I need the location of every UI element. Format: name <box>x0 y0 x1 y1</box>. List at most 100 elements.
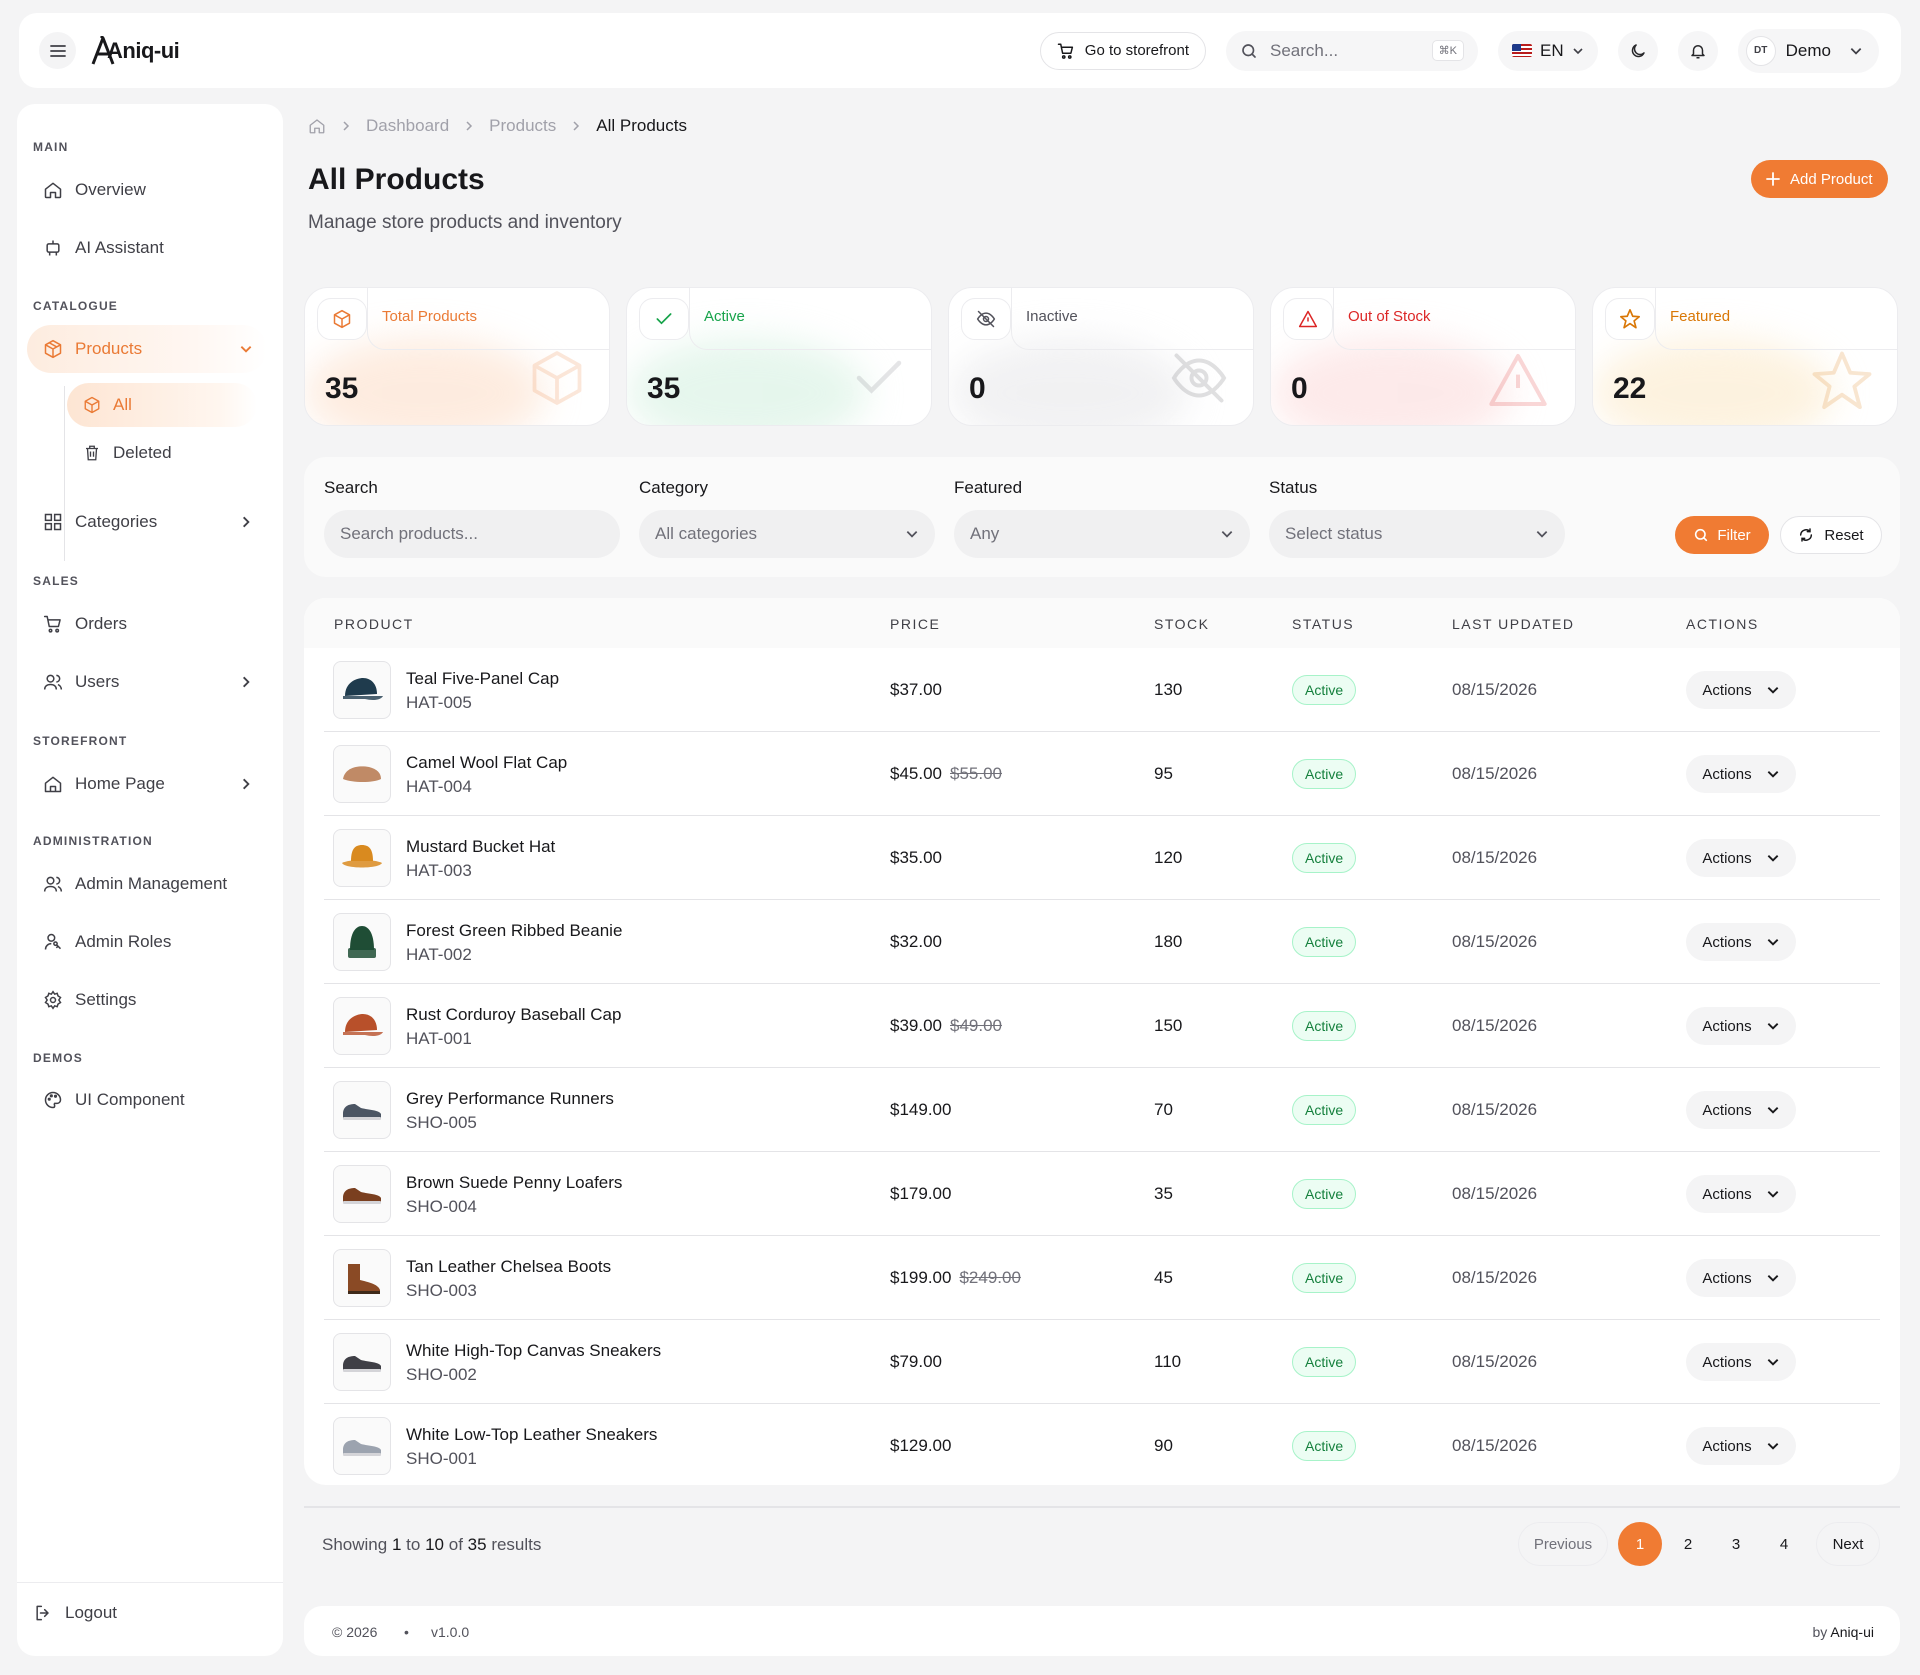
shoe-icon <box>339 1348 385 1376</box>
category-select[interactable]: All categories <box>639 510 935 558</box>
sidebar-item-label: Users <box>75 672 120 691</box>
actions-dropdown-button[interactable]: Actions <box>1686 1091 1796 1129</box>
box-icon <box>44 339 62 359</box>
product-name[interactable]: Camel Wool Flat Cap <box>406 753 568 772</box>
filter-button[interactable]: Filter <box>1675 516 1769 554</box>
product-price: $149.00 <box>890 1100 951 1120</box>
sidebar-item-products[interactable]: Products <box>27 325 267 373</box>
product-search-input[interactable]: Search products... <box>324 510 620 558</box>
bell-icon <box>1690 44 1705 58</box>
product-name[interactable]: Mustard Bucket Hat <box>406 837 556 856</box>
column-header-product: PRODUCT <box>334 616 414 632</box>
product-sku: SHO-002 <box>406 1365 477 1384</box>
theme-toggle-button[interactable] <box>1617 30 1658 71</box>
flat-cap-icon <box>339 759 385 789</box>
sidebar-item-label: Overview <box>75 180 146 199</box>
product-name[interactable]: Rust Corduroy Baseball Cap <box>406 1005 622 1024</box>
product-name[interactable]: White Low-Top Leather Sneakers <box>406 1425 658 1444</box>
sidebar-item-settings[interactable]: Settings <box>27 976 267 1024</box>
sidebar-item-overview[interactable]: Overview <box>27 166 267 214</box>
product-sku: SHO-001 <box>406 1449 477 1468</box>
add-product-button[interactable]: Add Product <box>1751 160 1888 198</box>
filter-button-label: Filter <box>1717 526 1751 544</box>
sidebar-item-products-all[interactable]: All <box>67 383 257 427</box>
chevron-down-icon <box>1536 531 1548 538</box>
next-page-button[interactable]: Next <box>1816 1522 1880 1566</box>
product-name[interactable]: Forest Green Ribbed Beanie <box>406 921 623 940</box>
sidebar-item-ui-component[interactable]: UI Component <box>27 1076 267 1124</box>
language-selector[interactable]: EN <box>1498 30 1598 71</box>
last-updated: 08/15/2026 <box>1452 1352 1538 1371</box>
home-icon[interactable] <box>308 117 326 135</box>
chevron-down-icon <box>1767 939 1778 946</box>
actions-dropdown-button[interactable]: Actions <box>1686 755 1796 793</box>
page-button-2[interactable]: 2 <box>1683 1535 1693 1553</box>
actions-dropdown-button[interactable]: Actions <box>1686 1343 1796 1381</box>
product-name[interactable]: Grey Performance Runners <box>406 1089 614 1108</box>
sidebar-item-admin-management[interactable]: Admin Management <box>27 860 267 908</box>
chevron-right-icon <box>573 121 580 131</box>
chevron-down-icon <box>1767 1359 1778 1366</box>
actions-dropdown-button[interactable]: Actions <box>1686 923 1796 961</box>
sidebar-item-users[interactable]: Users <box>27 658 267 706</box>
sidebar-item-home-page[interactable]: Home Page <box>27 760 267 808</box>
product-sku: SHO-004 <box>406 1197 477 1216</box>
product-name[interactable]: Teal Five-Panel Cap <box>406 669 560 688</box>
table-row: White High-Top Canvas Sneakers SHO-002 $79… <box>324 1320 1880 1404</box>
reset-button[interactable]: Reset <box>1780 516 1882 554</box>
actions-label: Actions <box>1702 1269 1752 1287</box>
product-name[interactable]: Brown Suede Penny Loafers <box>406 1173 623 1192</box>
actions-dropdown-button[interactable]: Actions <box>1686 1175 1796 1213</box>
sidebar-item-admin-roles[interactable]: Admin Roles <box>27 918 267 966</box>
stat-card-featured: Featured 22 <box>1592 287 1898 426</box>
last-updated: 08/15/2026 <box>1452 1268 1538 1287</box>
current-price: $37.00 <box>890 680 942 699</box>
actions-dropdown-button[interactable]: Actions <box>1686 1007 1796 1045</box>
sidebar-item-ai-assistant[interactable]: AI Assistant <box>27 224 267 272</box>
breadcrumb-products[interactable]: Products <box>489 116 557 135</box>
product-name[interactable]: White High-Top Canvas Sneakers <box>406 1341 662 1360</box>
sidebar-item-products-deleted[interactable]: Deleted <box>67 431 257 475</box>
product-thumbnail <box>333 829 391 887</box>
page-button-1[interactable]: 1 <box>1618 1522 1662 1566</box>
product-stock: 110 <box>1154 1352 1182 1371</box>
results-of-word: of <box>448 1535 463 1554</box>
brand-logo[interactable]: Aniq-ui <box>91 35 180 66</box>
global-search-input[interactable]: Search... ⌘K <box>1226 30 1479 71</box>
notifications-button[interactable] <box>1677 30 1718 71</box>
actions-dropdown-button[interactable]: Actions <box>1686 839 1796 877</box>
featured-select[interactable]: Any <box>954 510 1250 558</box>
go-to-storefront-button[interactable]: Go to storefront <box>1039 31 1207 70</box>
status-badge: Active <box>1292 675 1357 705</box>
footer-brand-link[interactable]: Aniq-ui <box>1830 1624 1874 1640</box>
page-button-3[interactable]: 3 <box>1731 1535 1741 1553</box>
page-button-4[interactable]: 4 <box>1779 1535 1789 1553</box>
product-name[interactable]: Tan Leather Chelsea Boots <box>406 1257 612 1276</box>
previous-page-button[interactable]: Previous <box>1518 1522 1608 1566</box>
product-sku: HAT-001 <box>406 1029 472 1048</box>
product-thumbnail <box>333 913 391 971</box>
user-menu-button[interactable]: DT Demo <box>1737 28 1879 73</box>
product-stock: 70 <box>1154 1100 1173 1119</box>
actions-dropdown-button[interactable]: Actions <box>1686 1427 1796 1465</box>
current-price: $39.00 <box>890 1016 942 1035</box>
actions-dropdown-button[interactable]: Actions <box>1686 1259 1796 1297</box>
menu-toggle-button[interactable] <box>39 32 76 69</box>
status-select[interactable]: Select status <box>1269 510 1565 558</box>
breadcrumb-current: All Products <box>596 116 687 135</box>
status-select-value: Select status <box>1285 524 1383 543</box>
sidebar-item-orders[interactable]: Orders <box>27 600 267 648</box>
breadcrumb-dashboard[interactable]: Dashboard <box>366 116 450 135</box>
logout-button[interactable]: Logout <box>17 1589 257 1637</box>
status-badge: Active <box>1292 759 1357 789</box>
results-to-word: to <box>406 1535 421 1554</box>
actions-label: Actions <box>1702 1185 1752 1203</box>
actions-dropdown-button[interactable]: Actions <box>1686 671 1796 709</box>
breadcrumb: Dashboard Products All Products <box>308 116 687 136</box>
status-badge: Active <box>1292 843 1357 873</box>
sidebar-item-categories[interactable]: Categories <box>27 498 267 546</box>
original-price: $55.00 <box>950 764 1002 783</box>
sidebar-section-main: MAIN <box>33 140 69 154</box>
chevron-down-icon <box>1767 855 1778 862</box>
stat-label: Featured <box>1655 288 1897 350</box>
